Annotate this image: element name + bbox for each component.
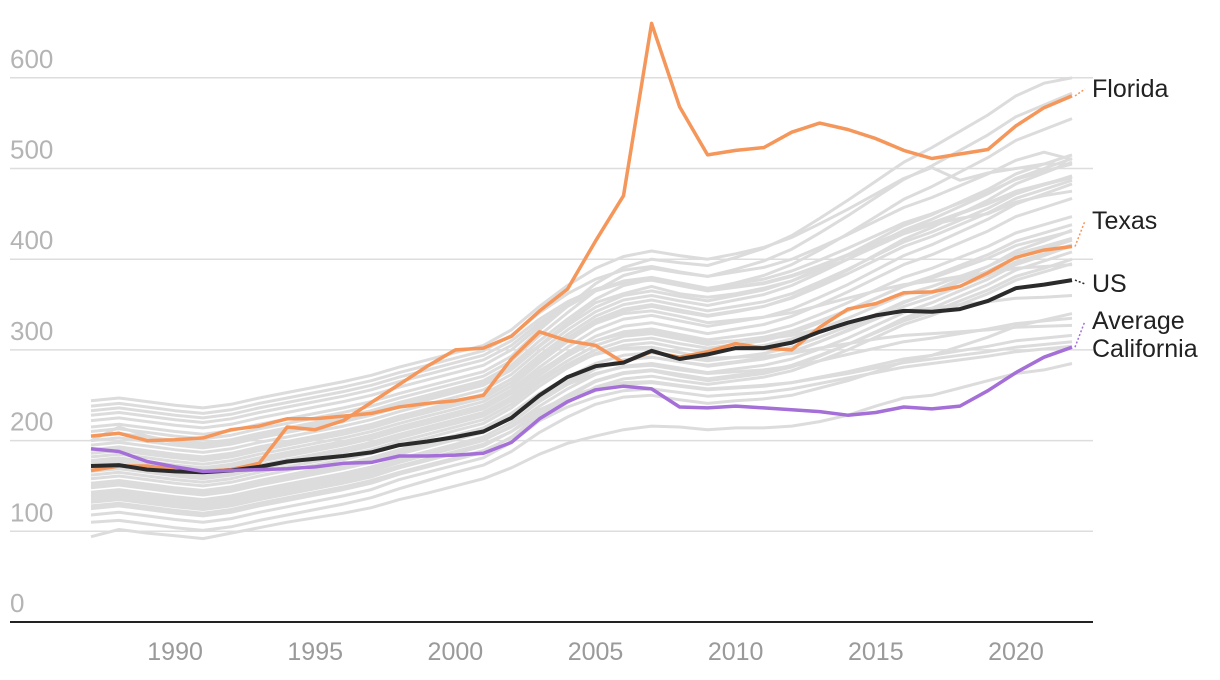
y-tick-labels: 0 100 200 300 400 500 600: [10, 44, 53, 618]
highlighted-series-lines: [90, 21, 1073, 475]
x-tick-label: 2005: [568, 638, 624, 666]
background-series-line: [90, 340, 1073, 504]
background-series-line: [90, 162, 1072, 410]
texas-series-label: Texas: [1092, 207, 1157, 235]
x-tick-label: 2015: [848, 638, 904, 666]
background-series-line: [90, 263, 1073, 462]
y-tick-label: 600: [10, 44, 53, 74]
background-series-line: [90, 150, 1073, 415]
x-tick-label: 1995: [287, 638, 343, 666]
texas-series-line: [90, 244, 1073, 443]
x-tick-labels: 1990 1995 2000 2005 2010 2015 2020: [147, 638, 1043, 666]
background-series-line: [90, 257, 1073, 511]
background-series-line: [90, 117, 1073, 445]
california-series-line: [90, 345, 1073, 474]
y-tick-label: 400: [10, 225, 53, 255]
y-tick-label: 200: [10, 407, 53, 437]
background-series-line: [90, 153, 1073, 450]
series-labels: Florida Texas US Average California: [1074, 75, 1198, 363]
y-tick-label: 300: [10, 316, 53, 346]
y-tick-label: 100: [10, 497, 53, 527]
x-tick-label: 2000: [428, 638, 484, 666]
background-series-line: [90, 189, 1073, 447]
florida-series-line: [90, 21, 1073, 474]
florida-label-connector: [1074, 88, 1086, 97]
background-series-line: [90, 243, 1073, 497]
florida-series-label: Florida: [1092, 75, 1169, 103]
x-tick-label: 2020: [988, 638, 1044, 666]
background-series-line: [90, 175, 1073, 420]
california-series-label: Average California: [1092, 307, 1198, 363]
us-series-line: [90, 278, 1073, 475]
background-series-line: [90, 316, 1073, 495]
background-series-line: [90, 174, 1073, 459]
background-series-line: [90, 362, 1073, 541]
background-series-line: [90, 344, 1073, 515]
us-label-connector: [1074, 279, 1086, 285]
y-tick-label: 500: [10, 135, 53, 165]
x-tick-label: 2010: [708, 638, 764, 666]
y-tick-label: 0: [10, 588, 24, 618]
x-tick-label: 1990: [147, 638, 203, 666]
california-label-connector: [1074, 320, 1086, 348]
us-series-label: US: [1092, 270, 1127, 298]
texas-label-connector: [1074, 220, 1086, 247]
